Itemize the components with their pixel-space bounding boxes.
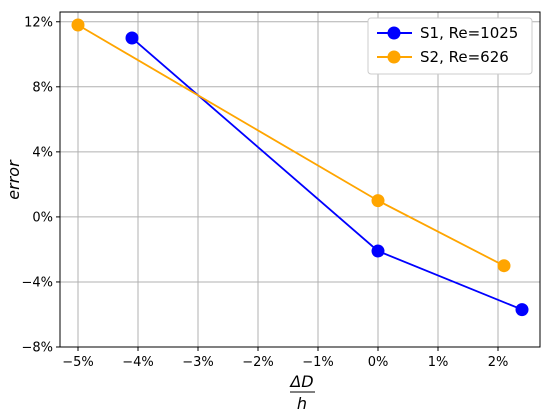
y-axis-ticks: −8% −4% 0% 4% 8% 12% — [21, 15, 60, 356]
plot-frame — [59, 11, 541, 348]
y-tick-label: 12% — [24, 15, 53, 30]
data-point — [125, 31, 139, 45]
y-tick-label: 8% — [32, 80, 53, 95]
x-tick-label: 1% — [428, 355, 449, 370]
x-axis-label: ΔD h — [288, 372, 315, 413]
series-2 — [71, 18, 511, 273]
x-tick-label: 0% — [368, 355, 389, 370]
y-tick-label: −8% — [21, 341, 53, 356]
legend-marker-s2 — [387, 50, 401, 64]
x-tick-label: 2% — [488, 355, 509, 370]
legend-marker-s1 — [387, 26, 401, 40]
data-point — [71, 18, 85, 32]
y-tick-label: 4% — [32, 145, 53, 160]
x-axis-label-numerator: ΔD — [288, 372, 313, 391]
x-tick-label: −4% — [122, 355, 154, 370]
series-1 — [125, 31, 529, 317]
legend-label-s1: S1, Re=1025 — [420, 24, 518, 42]
x-axis-label-denominator: h — [297, 394, 307, 413]
series-layer — [71, 18, 529, 317]
y-axis-label: error — [4, 159, 23, 200]
x-tick-label: −3% — [182, 355, 214, 370]
data-point — [371, 194, 385, 208]
x-tick-label: −2% — [242, 355, 274, 370]
x-tick-label: −5% — [62, 355, 94, 370]
data-point — [371, 244, 385, 258]
x-tick-label: −1% — [302, 355, 334, 370]
legend-label-s2: S2, Re=626 — [420, 48, 509, 66]
data-point — [515, 303, 529, 317]
y-tick-label: 0% — [32, 210, 53, 225]
y-tick-label: −4% — [21, 275, 53, 290]
data-point — [497, 259, 511, 273]
x-axis-ticks: −5% −4% −3% −2% −1% 0% 1% 2% — [62, 347, 508, 370]
legend: S1, Re=1025 S2, Re=626 — [367, 17, 533, 75]
